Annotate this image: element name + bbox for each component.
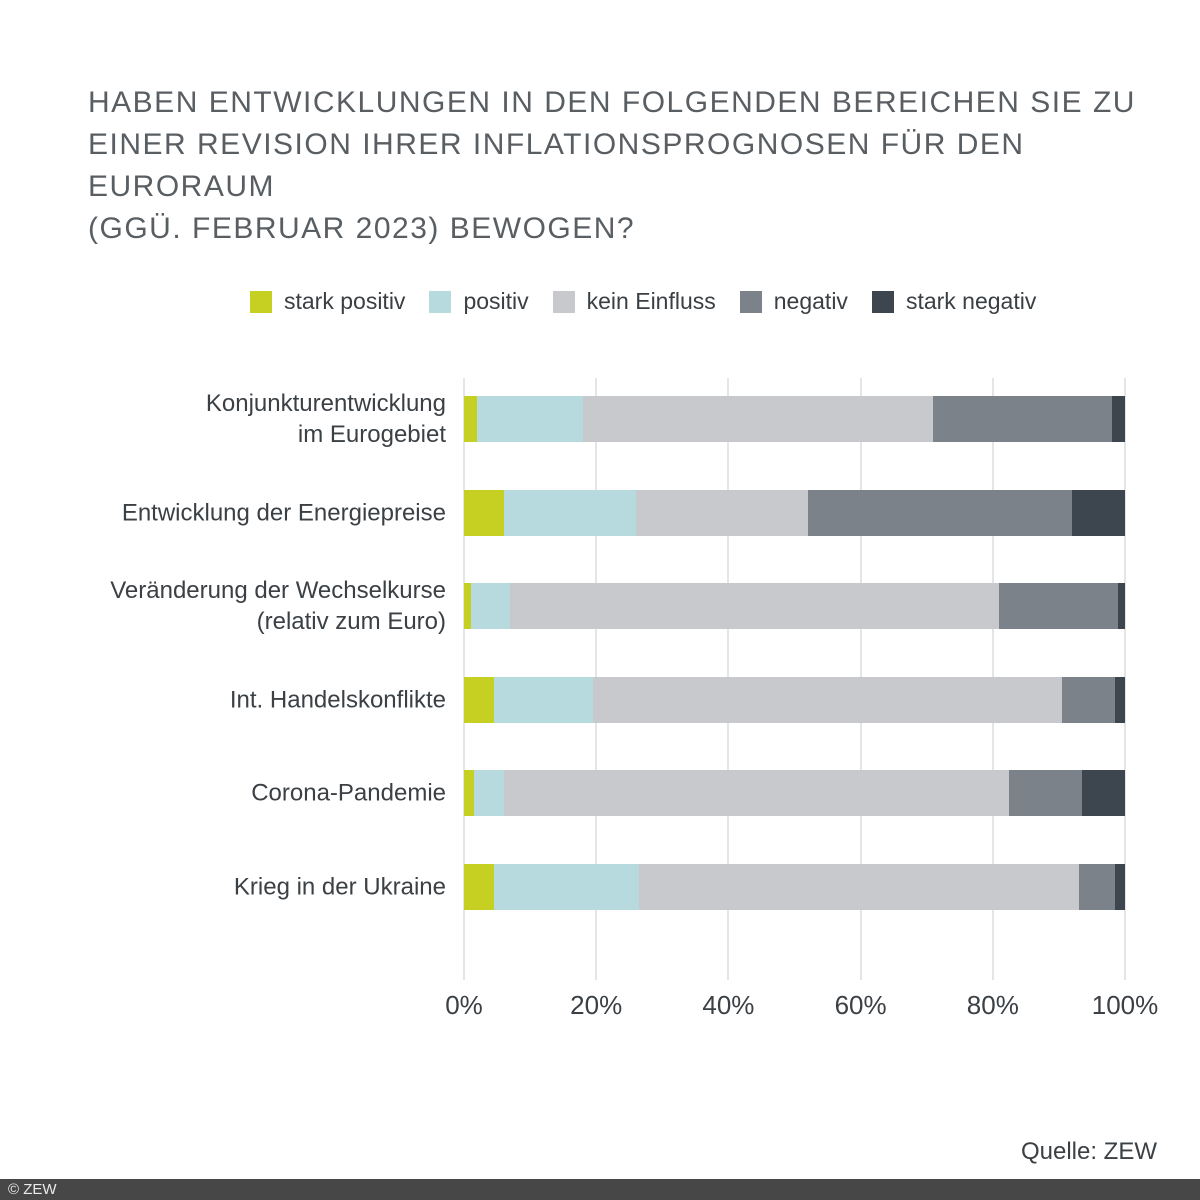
x-axis-tick-label: 0% xyxy=(445,990,483,1020)
x-axis-tick-label: 20% xyxy=(570,990,623,1020)
bar-segment-kein-einfluss xyxy=(639,863,1079,910)
bar-segment-stark-positiv xyxy=(464,676,494,723)
footer-copyright: © ZEW xyxy=(8,1181,57,1198)
bar-segment-positiv xyxy=(470,583,511,629)
plot-area xyxy=(463,378,1126,980)
legend-swatch-stark-negativ xyxy=(871,290,894,313)
legend-item-kein-einfluss: kein Einfluss xyxy=(552,288,716,315)
legend-swatch-positiv xyxy=(429,290,452,313)
bar-segment-negativ xyxy=(1078,863,1116,910)
bar-segment-kein-einfluss xyxy=(635,489,808,536)
legend-item-negativ: negativ xyxy=(739,288,848,315)
legend-swatch-negativ xyxy=(739,290,762,313)
chart-title-line-1: HABEN ENTWICKLUNGEN IN DEN FOLGENDEN BER… xyxy=(88,86,1136,119)
bar-segment-kein-einfluss xyxy=(592,676,1063,723)
bar-segment-kein-einfluss xyxy=(582,396,934,442)
legend-item-stark-negativ: stark negativ xyxy=(871,288,1037,315)
bar-segment-stark-negativ xyxy=(1115,863,1125,910)
x-axis-tick-label: 80% xyxy=(966,990,1019,1020)
bar-segment-positiv xyxy=(493,676,593,723)
category-label-corona-pandemie: Corona-Pandemie xyxy=(251,779,446,807)
bar-segment-negativ xyxy=(1009,770,1082,816)
legend-swatch-kein-einfluss xyxy=(552,290,575,313)
chart-title-line-2: EINER REVISION IHRER INFLATIONSPROGNOSEN… xyxy=(88,128,1025,203)
x-axis-tick-label: 60% xyxy=(834,990,887,1020)
chart-title-line-3: (GGÜ. FEBRUAR 2023) BEWOGEN? xyxy=(88,212,636,245)
bar-segment-stark-positiv xyxy=(464,489,504,536)
category-label-entwicklung-der-energiepreise: Entwicklung der Energiepreise xyxy=(121,499,446,526)
bar-segment-negativ xyxy=(999,583,1119,629)
bar-segment-stark-negativ xyxy=(1082,770,1125,816)
legend-label-negativ: negativ xyxy=(773,288,848,314)
bar-row-ver-nderung-der-wechselkurse xyxy=(464,583,1125,629)
chart-title: HABEN ENTWICKLUNGEN IN DEN FOLGENDEN BER… xyxy=(88,82,1200,250)
bar-segment-negativ xyxy=(1062,676,1116,723)
bar-segment-stark-negativ xyxy=(1118,583,1125,629)
legend-label-positiv: positiv xyxy=(463,288,529,314)
bar-segment-stark-negativ xyxy=(1111,396,1125,442)
bar-segment-negativ xyxy=(933,396,1112,442)
category-label-ver-nderung-der-wechselkurse: Veränderung der Wechselkurse (relativ zu… xyxy=(110,577,446,635)
bar-segment-positiv xyxy=(503,489,636,536)
bar-row-entwicklung-der-energiepreise xyxy=(464,489,1125,536)
bar-segment-stark-positiv xyxy=(464,863,494,910)
bar-segment-stark-positiv xyxy=(464,396,478,442)
bar-row-krieg-in-der-ukraine xyxy=(464,863,1125,910)
x-axis: 0% 20% 40% 60% 80% 100% xyxy=(445,990,1158,1030)
bar-segment-stark-negativ xyxy=(1072,489,1125,536)
bar-segment-stark-positiv xyxy=(464,583,471,629)
bar-segment-positiv xyxy=(477,396,583,442)
bar-row-corona-pandemie xyxy=(464,770,1125,816)
footer-bar: © ZEW xyxy=(0,1179,1200,1200)
x-axis-tick-label: 40% xyxy=(702,990,755,1020)
legend-label-kein-einfluss: kein Einfluss xyxy=(586,288,716,314)
bar-row-int-handelskonflikte xyxy=(464,676,1125,723)
bar-segment-kein-einfluss xyxy=(503,770,1010,816)
bar-segment-stark-positiv xyxy=(464,770,474,816)
legend-item-stark-positiv: stark positiv xyxy=(250,288,405,315)
x-axis-tick-label: 100% xyxy=(1091,990,1159,1020)
category-label-konjunkturentwicklung: Konjunkturentwicklung im Eurogebiet xyxy=(205,390,446,448)
legend-item-positiv: positiv xyxy=(429,288,529,315)
bar-segment-negativ xyxy=(807,489,1073,536)
bar-segment-kein-einfluss xyxy=(510,583,1000,629)
bar-segment-stark-negativ xyxy=(1115,676,1125,723)
legend-label-stark-positiv: stark positiv xyxy=(284,288,406,314)
source-note: Quelle: ZEW xyxy=(1020,1138,1157,1165)
bar-segment-positiv xyxy=(493,863,640,910)
bar-row-konjunkturentwicklung xyxy=(464,396,1125,442)
legend-swatch-stark-positiv xyxy=(250,290,272,313)
legend: stark positiv positiv kein Einfluss nega… xyxy=(250,288,1036,315)
legend-label-stark-negativ: stark negativ xyxy=(905,288,1037,314)
category-label-krieg-in-der-ukraine: Krieg in der Ukraine xyxy=(233,873,446,900)
gridline xyxy=(1124,378,1126,980)
category-label-int-handelskonflikte: Int. Handelskonflikte xyxy=(229,686,446,713)
bar-segment-positiv xyxy=(473,770,504,816)
